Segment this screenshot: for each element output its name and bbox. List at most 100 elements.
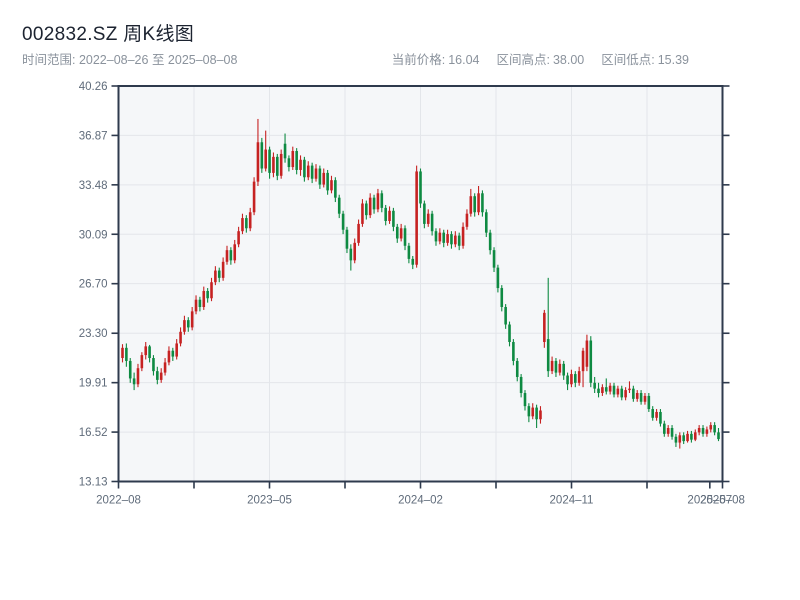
candle-down: [554, 358, 558, 377]
candle-up: [635, 390, 639, 402]
current-price: 当前价格: 16.04: [392, 49, 483, 68]
y-tick-label: 13.13: [79, 477, 108, 489]
candle-up: [543, 309, 546, 348]
candle-up: [465, 209, 469, 230]
candle-down: [713, 422, 716, 436]
x-tick-label: 2024–11: [550, 495, 594, 507]
candle-down: [295, 148, 298, 175]
candle-down: [523, 390, 527, 411]
plot-frame: [117, 85, 724, 483]
range-low-value: 15.39: [657, 53, 689, 67]
candle-down: [717, 427, 720, 442]
candle-up: [272, 152, 275, 178]
candle-down: [589, 336, 593, 388]
range-high: 区间高点: 38.00: [496, 49, 587, 68]
candle-down: [310, 162, 314, 184]
range-high-value: 38.00: [552, 53, 585, 67]
candle-up: [581, 347, 585, 388]
candle-down: [430, 210, 434, 236]
candle-down: [260, 137, 264, 173]
candle-up: [256, 118, 260, 187]
candle-up: [248, 207, 252, 232]
y-tick-label: 23.30: [79, 328, 108, 340]
x-tick-label: 2024–02: [398, 495, 443, 507]
candle-down: [245, 215, 248, 233]
candle-down: [287, 155, 291, 172]
candle-up: [666, 425, 670, 437]
candle-up: [194, 295, 198, 315]
candle-up: [446, 229, 449, 246]
candle-up: [477, 186, 480, 216]
candle-up: [399, 223, 403, 242]
candle-down: [156, 366, 159, 385]
candle-down: [186, 317, 190, 332]
candle-up: [388, 206, 391, 224]
candle-up: [167, 346, 171, 366]
x-tick-label: 2025–08: [700, 495, 745, 507]
candle-up: [144, 341, 148, 360]
candle-up: [415, 165, 418, 268]
candle-down: [345, 226, 349, 254]
current-price-value: 16.04: [448, 53, 480, 67]
candle-down: [450, 231, 453, 249]
x-tick-label: 2025–07: [687, 495, 732, 507]
candle-up: [291, 146, 295, 170]
candle-up: [376, 188, 380, 213]
candle-down: [515, 358, 519, 382]
candle-up: [202, 286, 206, 310]
candle-down: [481, 190, 484, 217]
candle-up: [233, 239, 237, 264]
candle-up: [368, 193, 372, 219]
y-tick-label: 40.26: [79, 81, 108, 93]
candle-down: [334, 177, 337, 203]
y-tick-label: 36.87: [79, 130, 108, 142]
candle-down: [395, 223, 399, 243]
y-tick-label: 19.91: [79, 378, 108, 390]
candle-down: [217, 267, 221, 283]
candle-up: [655, 409, 658, 421]
candle-down: [349, 244, 353, 271]
candle-down: [496, 264, 500, 293]
candle-up: [159, 368, 163, 383]
candle-up: [214, 266, 217, 286]
candle-down: [566, 372, 569, 391]
candle-down: [488, 229, 492, 255]
candlestick-series: [121, 118, 720, 449]
candle-down: [372, 194, 376, 214]
candle-up: [221, 257, 225, 281]
candle-down: [508, 321, 511, 347]
candle-up: [136, 363, 140, 388]
candle-up: [357, 219, 360, 246]
y-tick-label: 33.48: [79, 180, 108, 192]
candle-up: [469, 188, 473, 217]
candle-down: [484, 209, 488, 238]
candle-down: [411, 255, 415, 270]
candle-up: [330, 175, 333, 194]
candle-up: [353, 238, 357, 264]
candle-down: [535, 404, 538, 428]
candle-up: [693, 429, 697, 442]
candle-up: [306, 161, 310, 181]
candle-down: [276, 153, 279, 181]
candle-down: [171, 347, 175, 361]
candle-up: [678, 432, 682, 449]
candle-down: [365, 200, 368, 220]
candle-up: [616, 385, 620, 398]
candle-down: [152, 355, 155, 376]
candle-up: [210, 277, 213, 302]
range-high-label: 区间高点:: [496, 53, 550, 67]
x-tick-label: 2023–05: [247, 495, 292, 507]
candle-down: [620, 385, 624, 401]
candle-up: [461, 222, 465, 249]
candle-down: [512, 339, 515, 366]
candle-down: [632, 385, 635, 402]
candle-down: [148, 344, 151, 363]
candle-up: [252, 177, 256, 216]
candle-down: [457, 232, 461, 251]
candle-up: [438, 228, 442, 245]
candle-up: [624, 387, 627, 401]
candle-down: [229, 247, 233, 265]
candle-up: [558, 359, 562, 376]
candle-down: [384, 204, 387, 226]
